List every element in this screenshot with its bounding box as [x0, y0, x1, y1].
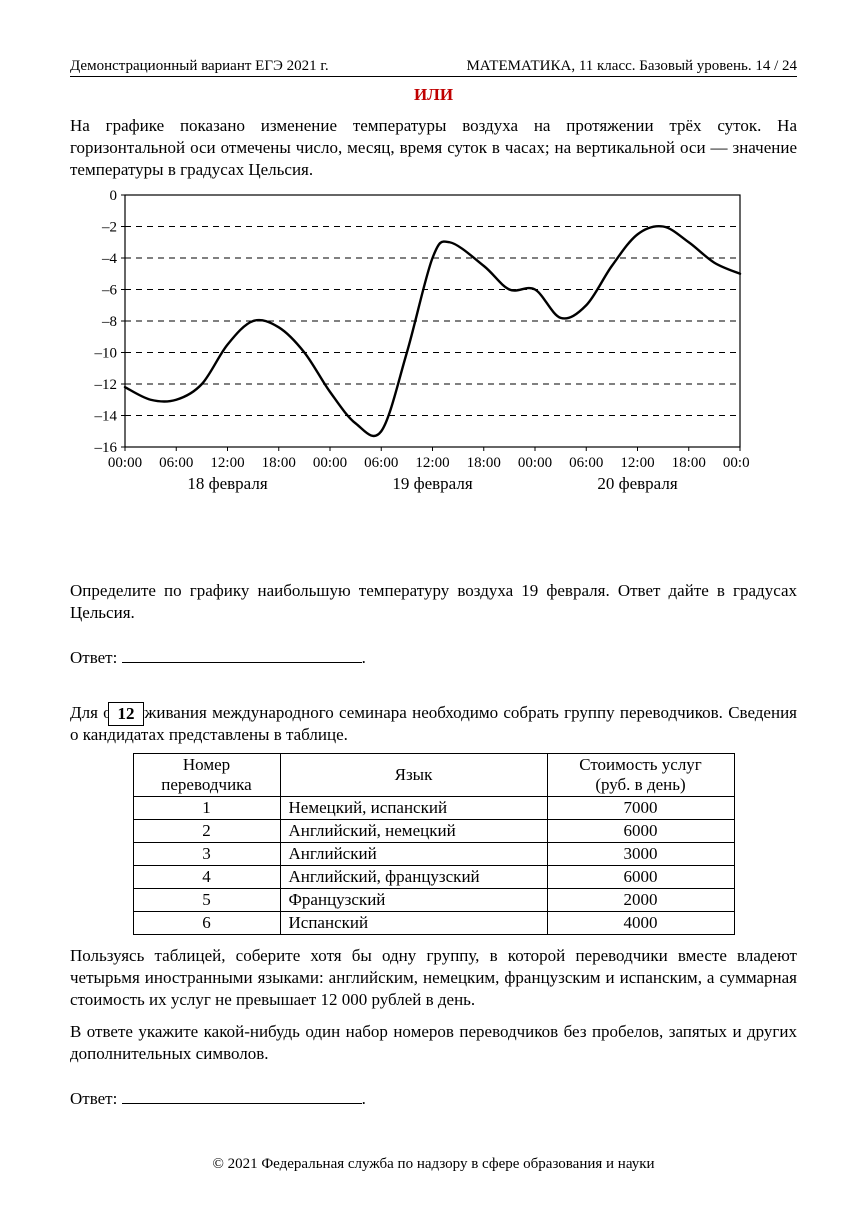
table-cell: 4 — [133, 865, 280, 888]
svg-text:–8: –8 — [101, 314, 117, 330]
svg-text:19 февраля: 19 февраля — [392, 474, 473, 493]
table-row: 2Английский, немецкий6000 — [133, 819, 734, 842]
table-cell: 3000 — [547, 842, 734, 865]
translators-table: НомерпереводчикаЯзыкСтоимость услуг(руб.… — [133, 753, 735, 935]
table-cell: 6 — [133, 911, 280, 934]
svg-text:06:00: 06:00 — [159, 455, 193, 471]
svg-text:–10: –10 — [94, 346, 118, 362]
chart-svg: 0–2–4–6–8–10–12–14–1600:0006:0012:0018:0… — [70, 187, 750, 515]
question-text: Определите по графику наибольшую темпера… — [70, 580, 797, 624]
svg-text:0: 0 — [110, 188, 118, 204]
table-cell: 6000 — [547, 865, 734, 888]
or-label: ИЛИ — [70, 85, 797, 105]
table-row: 6Испанский4000 — [133, 911, 734, 934]
svg-text:18 февраля: 18 февраля — [187, 474, 268, 493]
task12-intro: Для обслуживания международного семинара… — [70, 702, 797, 746]
task-number-box: 12 — [108, 702, 144, 726]
temperature-chart: 0–2–4–6–8–10–12–14–1600:0006:0012:0018:0… — [70, 187, 797, 520]
table-cell: Английский, немецкий — [280, 819, 547, 842]
table-cell: 3 — [133, 842, 280, 865]
intro-text: На графике показано изменение температур… — [70, 115, 797, 181]
answer-suffix: . — [362, 648, 366, 667]
answer-blank-2[interactable] — [122, 1085, 362, 1104]
page-footer: © 2021 Федеральная служба по надзору в с… — [0, 1156, 867, 1173]
svg-text:–6: –6 — [101, 283, 118, 299]
answer-suffix-2: . — [362, 1089, 366, 1108]
svg-text:–14: –14 — [94, 409, 118, 425]
table-cell: 1 — [133, 796, 280, 819]
svg-text:00:00: 00:00 — [108, 455, 142, 471]
svg-text:12:00: 12:00 — [415, 455, 449, 471]
header-left: Демонстрационный вариант ЕГЭ 2021 г. — [70, 58, 329, 75]
task12-para1: Пользуясь таблицей, соберите хотя бы одн… — [70, 945, 797, 1011]
table-cell: 2000 — [547, 888, 734, 911]
table-cell: Немецкий, испанский — [280, 796, 547, 819]
svg-text:06:00: 06:00 — [364, 455, 398, 471]
table-cell: 2 — [133, 819, 280, 842]
answer-line-2: Ответ: . — [70, 1085, 797, 1109]
table-cell: 4000 — [547, 911, 734, 934]
task12-para2: В ответе укажите какой-нибудь один набор… — [70, 1021, 797, 1065]
answer-label: Ответ: — [70, 648, 122, 667]
table-header: Номерпереводчика — [133, 753, 280, 796]
svg-text:–12: –12 — [94, 377, 118, 393]
table-cell: 6000 — [547, 819, 734, 842]
page-header: Демонстрационный вариант ЕГЭ 2021 г. МАТ… — [70, 58, 797, 77]
svg-text:–16: –16 — [94, 440, 118, 456]
table-cell: 7000 — [547, 796, 734, 819]
header-right: МАТЕМАТИКА, 11 класс. Базовый уровень. 1… — [466, 58, 797, 75]
svg-text:18:00: 18:00 — [672, 455, 706, 471]
table-cell: Французский — [280, 888, 547, 911]
answer-label-2: Ответ: — [70, 1089, 122, 1108]
svg-text:00:00: 00:00 — [723, 455, 750, 471]
svg-text:–2: –2 — [101, 220, 117, 236]
table-header: Язык — [280, 753, 547, 796]
table-row: 1Немецкий, испанский7000 — [133, 796, 734, 819]
table-row: 5Французский2000 — [133, 888, 734, 911]
answer-blank[interactable] — [122, 644, 362, 663]
answer-line-1: Ответ: . — [70, 644, 797, 668]
svg-text:18:00: 18:00 — [262, 455, 296, 471]
table-cell: Английский — [280, 842, 547, 865]
svg-text:–4: –4 — [101, 251, 118, 267]
task-12: 12 Для обслуживания международного семин… — [70, 702, 797, 1109]
table-header: Стоимость услуг(руб. в день) — [547, 753, 734, 796]
svg-text:12:00: 12:00 — [620, 455, 654, 471]
table-row: 4Английский, французский6000 — [133, 865, 734, 888]
table-row: 3Английский3000 — [133, 842, 734, 865]
svg-text:20 февраля: 20 февраля — [597, 474, 678, 493]
table-cell: Английский, французский — [280, 865, 547, 888]
svg-text:00:00: 00:00 — [313, 455, 347, 471]
svg-text:06:00: 06:00 — [569, 455, 603, 471]
svg-text:18:00: 18:00 — [467, 455, 501, 471]
table-cell: Испанский — [280, 911, 547, 934]
svg-text:12:00: 12:00 — [210, 455, 244, 471]
table-cell: 5 — [133, 888, 280, 911]
svg-text:00:00: 00:00 — [518, 455, 552, 471]
